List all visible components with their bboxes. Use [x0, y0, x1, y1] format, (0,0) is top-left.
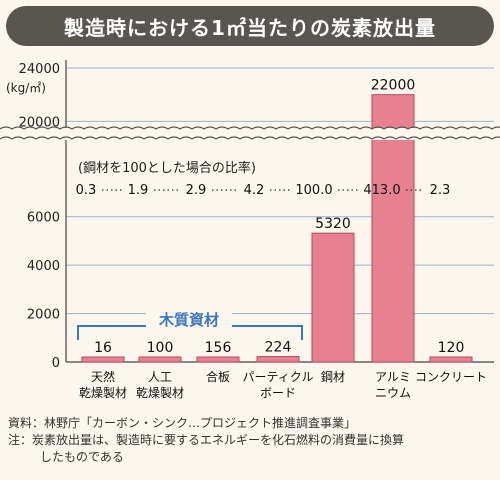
axis-break-line [0, 126, 500, 130]
ratio-value: 413.0 [363, 183, 400, 198]
x-category-label: アルミ [375, 370, 411, 384]
definition-note-wrap: したものである [40, 450, 124, 464]
bar-value-label: 16 [94, 340, 112, 356]
bar [256, 356, 300, 363]
bar [196, 356, 240, 363]
bar-value-label: 100 [147, 340, 174, 356]
definition-note-lead: 注：炭素放出量は、製造時に要するエネルギーを化石燃料の消費量に換算 [8, 433, 405, 447]
x-category-label: 乾燥製材 [136, 386, 184, 400]
ratio-value: 1.9 [128, 183, 149, 198]
wood-group-label: 木質資材 [158, 311, 219, 329]
ratio-value: 4.2 [244, 183, 265, 198]
ratio-value: 2.3 [430, 183, 451, 198]
bar-value-label: 5320 [315, 216, 351, 232]
ratio-value: 2.9 [186, 183, 207, 198]
source-note: 資料：林野庁「カーボン・シンク…プロジェクト推進調査事業」 [8, 416, 357, 430]
axis-break-line [0, 136, 500, 140]
title-banner: 製造時における1㎡当たりの炭素放出量 [6, 6, 494, 46]
y-axis-unit: (kg/㎡) [6, 81, 46, 95]
x-category-label: 人工 [148, 370, 172, 384]
y-tick-label: 2000 [27, 308, 60, 323]
y-tick-label: 0 [52, 356, 60, 371]
bar-value-label: 22000 [371, 78, 416, 94]
x-category-label: パーティクル [243, 370, 314, 384]
x-category-label: コンクリート [415, 370, 487, 384]
x-category-label: ボード [260, 386, 296, 400]
bar [138, 356, 182, 363]
definition-note: 注：炭素放出量は、製造時に要するエネルギーを化石燃料の消費量に換算 したものであ… [8, 432, 488, 466]
ratio-value: 0.3 [76, 183, 97, 198]
bar [81, 356, 125, 363]
x-category-label: 乾燥製材 [79, 386, 127, 400]
x-category-label: 合板 [206, 369, 230, 384]
bar-value-label: 156 [205, 340, 232, 356]
bar [429, 356, 473, 363]
chart-title: 製造時における1㎡当たりの炭素放出量 [64, 15, 436, 40]
y-tick-label: 4000 [27, 259, 60, 274]
x-category-label: 鋼材 [321, 370, 345, 384]
y-tick-label: 6000 [27, 211, 60, 226]
bar-value-label: 120 [438, 340, 465, 356]
x-category-label: ニウム [375, 386, 411, 400]
bar-value-label: 224 [265, 340, 292, 356]
ratio-value: 100.0 [295, 183, 332, 198]
wood-group-label-bg [146, 308, 232, 330]
ratio-title: (鋼材を100とした場合の比率) [78, 160, 256, 176]
bar [311, 232, 355, 363]
x-category-label: 天然 [91, 369, 115, 384]
y-tick-label: 24000 [19, 62, 60, 77]
